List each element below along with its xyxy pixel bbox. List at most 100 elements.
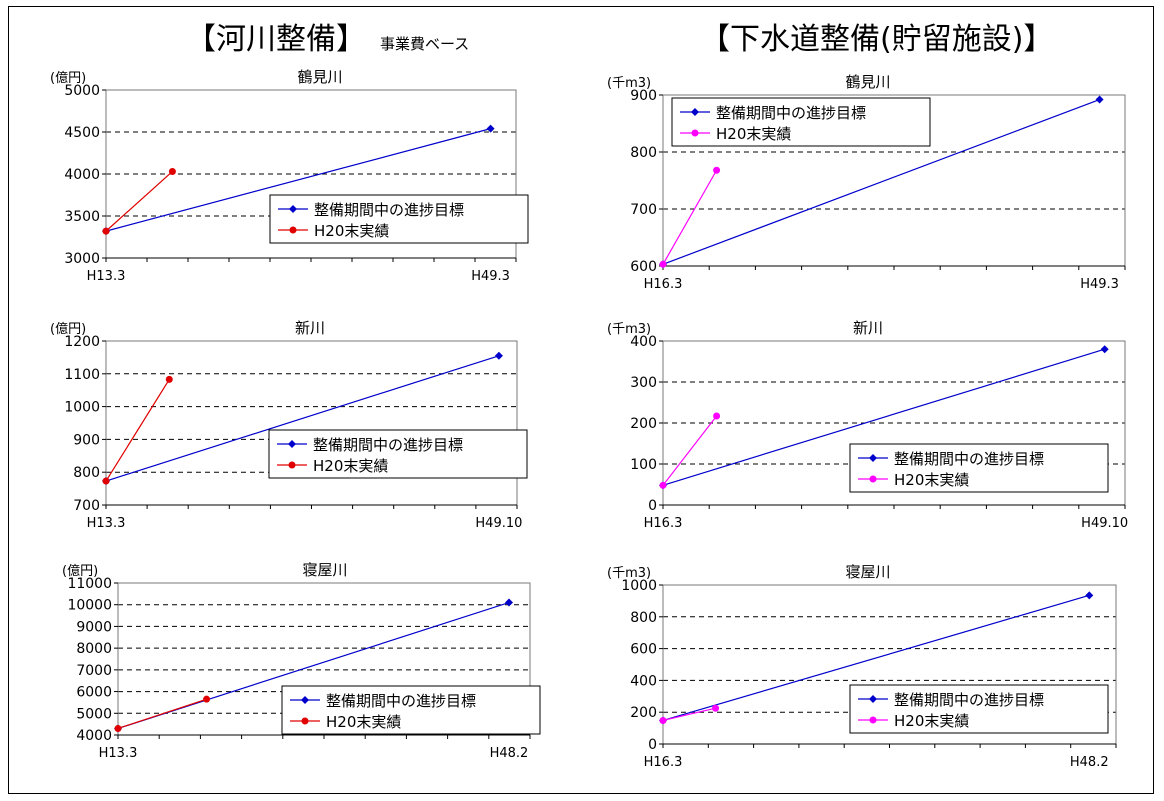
y-tick-label: 1000 [64,400,100,416]
legend-marker [869,695,877,703]
data-point [504,598,513,607]
legend-label: H20末実績 [314,222,389,240]
y-tick-label: 700 [73,498,100,514]
figure-frame [8,6,1154,794]
x-tick-label-start: H13.3 [87,516,126,531]
chart-title: 新川 [853,319,883,337]
y-tick-label: 200 [630,416,657,432]
data-point [102,477,110,485]
y-tick-label: 900 [73,432,100,448]
legend-label: H20末実績 [894,712,969,730]
y-tick-label: 5000 [76,706,112,722]
y-tick-label: 3500 [64,209,100,225]
data-point [712,704,720,712]
x-tick-label-end: H49.3 [471,269,510,284]
y-tick-label: 1100 [64,367,100,383]
legend-box [268,429,528,479]
y-tick-label: 800 [630,145,657,161]
x-tick-label-end: H48.2 [1070,755,1109,770]
legend-label: 整備期間中の進捗目標 [716,104,866,122]
legend-marker [289,205,297,213]
y-axis-unit-label: (千m3) [607,566,651,581]
y-tick-label: 400 [630,673,657,689]
legend-label: 整備期間中の進捗目標 [314,201,464,219]
legend-label: 整備期間中の進捗目標 [313,436,463,454]
series-line-1 [662,169,718,265]
sewer-heading: 【下水道整備(貯留施設)】 [700,14,1053,58]
legend-marker [301,696,309,704]
legend-label: 整備期間中の進捗目標 [894,691,1044,709]
legend-marker [869,454,877,462]
chart-title: 寝屋川 [302,561,347,579]
legend: 整備期間中の進捗目標 H20末実績 [671,97,931,147]
y-tick-label: 800 [73,465,100,481]
data-point [114,724,122,732]
series-line-1 [105,379,170,482]
legend-marker [869,716,877,724]
data-point [713,166,721,174]
y-tick-label: 3000 [64,251,100,267]
x-tick-label-start: H16.3 [644,755,683,770]
y-tick-label: 600 [630,642,657,658]
plot-area [105,340,518,506]
y-tick-label: 300 [630,375,657,391]
y-axis-unit-label: (千m3) [607,322,651,337]
legend-marker [301,717,309,725]
x-tick-label-end: H48.2 [490,746,529,761]
y-tick-label: 4000 [64,167,100,183]
legend: 整備期間中の進捗目標 H20末実績 [849,684,1109,734]
legend-box [671,97,931,147]
legend-marker [691,129,699,137]
chart-title: 鶴見川 [297,68,342,86]
legend: 整備期間中の進捗目標 H20末実績 [849,443,1109,493]
x-tick-label-start: H13.3 [99,746,138,761]
data-point [713,412,721,420]
legend-marker [289,226,297,234]
y-tick-label: 700 [630,202,657,218]
series-line-1 [117,698,207,730]
y-tick-label: 1200 [64,334,100,350]
chart-title: 新川 [295,319,325,337]
data-point [168,167,176,175]
legend: 整備期間中の進捗目標 H20末実績 [281,685,541,735]
chart-sewer-shinkawa: 新川 (千m3) 0 100 200 300 400 H16.3 H49.10 整備期間中の進捗目… [607,319,1128,531]
series-line-0 [662,594,1090,722]
y-tick-label: 1000 [621,578,657,594]
chart-river-tsurumi: 鶴見川 (億円) 3000 3500 4000 4500 5000 H13.3 H49.3 整備期… [50,68,529,284]
legend: 整備期間中の進捗目標 H20末実績 [269,194,529,244]
series-line-0 [105,128,491,232]
y-axis-unit-label: (千m3) [607,76,651,91]
data-point [486,124,495,133]
legend: 整備期間中の進捗目標 H20末実績 [268,429,528,479]
x-tick-label-start: H16.3 [644,516,683,531]
y-tick-label: 900 [630,88,657,104]
y-tick-label: 200 [630,705,657,721]
y-tick-label: 400 [630,334,657,350]
data-point [165,375,173,383]
chart-title: 鶴見川 [845,73,890,91]
river-heading-title: 【河川整備】 [186,22,366,57]
series-line-1 [105,171,173,232]
chart-sewer-tsurumi: 鶴見川 (千m3) 600 700 800 900 H16.3 H49.3 整備期間中の進捗目標… [607,73,1126,292]
legend-marker [869,475,877,483]
y-tick-label: 5000 [64,83,100,99]
legend-label: H20末実績 [313,457,388,475]
legend-label: H20末実績 [894,471,969,489]
legend-label: 整備期間中の進捗目標 [894,450,1044,468]
chart-title: 寝屋川 [845,563,890,581]
x-tick-label-start: H13.3 [87,269,126,284]
legend-box [849,684,1109,734]
y-tick-label: 4000 [76,728,112,744]
data-point [494,351,503,360]
data-point [1100,345,1109,354]
y-tick-label: 600 [630,259,657,275]
y-tick-label: 0 [648,498,657,514]
x-tick-label-start: H16.3 [644,277,683,292]
data-point [659,716,667,724]
y-tick-label: 7000 [76,663,112,679]
y-tick-label: 100 [630,457,657,473]
legend-label: H20末実績 [326,713,401,731]
y-tick-label: 8000 [76,641,112,657]
legend-box [849,443,1109,493]
chart-sewer-neyagawa: 寝屋川 (千m3) 0 200 400 600 800 1000 H16.3 H48.2 整備期間中… [607,563,1117,770]
